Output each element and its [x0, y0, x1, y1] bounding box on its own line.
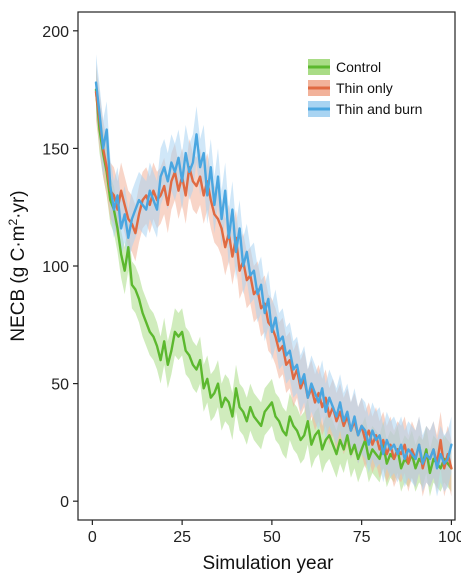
y-axis-title-sup: 2	[6, 219, 20, 226]
y-tick-label: 0	[60, 494, 69, 511]
y-axis-title: NECB (g C·m2·yr)	[6, 190, 29, 341]
x-tick-label: 0	[88, 529, 97, 546]
confidence-bands	[96, 54, 452, 497]
x-axis: 0 25 50 75 100	[88, 520, 461, 546]
y-tick-label: 200	[42, 24, 69, 41]
x-tick-label: 50	[263, 529, 281, 546]
series-lines	[94, 81, 453, 475]
x-tick-label: 25	[173, 529, 191, 546]
legend-label-thin-and-burn: Thin and burn	[336, 101, 422, 117]
legend: Control Thin only Thin and burn	[308, 59, 422, 117]
x-axis-title: Simulation year	[203, 553, 335, 573]
legend-label-thin-only: Thin only	[336, 80, 393, 96]
series-line-thin-only	[94, 90, 453, 470]
x-tick-label: 100	[438, 529, 461, 546]
y-axis-title-tail: ·yr)	[8, 190, 29, 218]
series-line-thin-and-burn	[94, 81, 453, 470]
y-tick-label: 100	[42, 259, 69, 276]
y-axis: 0 50 100 150 200	[42, 24, 78, 511]
y-tick-label: 150	[42, 141, 69, 158]
x-tick-label: 75	[353, 529, 371, 546]
y-tick-label: 50	[51, 377, 69, 394]
y-axis-title-main: NECB (g C·m	[8, 226, 29, 342]
legend-label-control: Control	[336, 59, 381, 75]
